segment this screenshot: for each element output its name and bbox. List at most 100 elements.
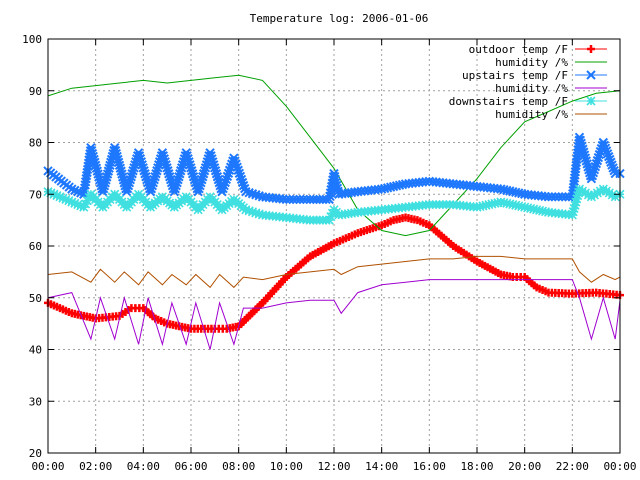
series-marker — [465, 181, 475, 191]
series-marker — [167, 200, 177, 210]
series-marker — [112, 312, 121, 321]
series-marker — [61, 194, 71, 204]
series-marker — [568, 207, 578, 217]
x-tick-label: 04:00 — [127, 460, 160, 473]
x-tick-label: 06:00 — [174, 460, 207, 473]
series-0 — [44, 213, 624, 333]
series-marker — [247, 207, 258, 217]
series-marker — [280, 275, 289, 284]
series-marker — [302, 215, 312, 225]
series-marker — [298, 194, 309, 205]
series-marker — [318, 194, 328, 205]
series-marker — [238, 203, 248, 213]
series-marker — [244, 206, 254, 216]
series-marker — [469, 202, 479, 212]
series-4 — [43, 184, 625, 225]
series-marker — [595, 186, 605, 196]
series-marker — [441, 178, 452, 188]
series-marker — [560, 192, 571, 202]
data-point — [79, 202, 89, 212]
series-marker — [73, 200, 83, 210]
series-line — [47, 279, 621, 350]
series-marker — [254, 209, 264, 219]
series-marker — [445, 200, 455, 210]
series-marker — [600, 143, 611, 153]
series-marker — [251, 208, 261, 218]
x-tick-label: 14:00 — [365, 460, 398, 473]
series-marker — [570, 200, 580, 210]
series-marker — [160, 318, 169, 327]
series-marker — [554, 192, 564, 202]
series-marker — [505, 272, 514, 281]
series-marker — [303, 254, 312, 263]
series-marker — [331, 207, 341, 217]
chart-title: Temperature log: 2006-01-06 — [250, 12, 429, 25]
legend-marker — [587, 45, 595, 53]
series-marker — [327, 208, 337, 218]
series-marker — [46, 188, 56, 198]
series-marker — [346, 187, 357, 198]
series-marker — [541, 287, 550, 296]
series-marker — [609, 166, 619, 176]
series-marker — [135, 304, 144, 313]
legend-marker — [586, 96, 596, 106]
series-marker — [564, 289, 573, 298]
series-marker — [517, 201, 527, 212]
y-tick-label: 50 — [29, 292, 42, 305]
series-marker — [226, 196, 237, 207]
series-3 — [47, 279, 621, 350]
series-marker — [191, 202, 201, 212]
series-2 — [43, 132, 625, 205]
series-marker — [64, 182, 74, 192]
series-marker — [291, 194, 302, 205]
legend-label: humidity /% — [495, 82, 568, 95]
series-marker — [95, 200, 105, 210]
series-marker — [350, 208, 360, 218]
series-marker — [607, 160, 617, 170]
series-marker — [571, 197, 581, 207]
series-marker — [82, 196, 92, 206]
legend-label: humidity /% — [495, 56, 568, 69]
series-marker — [572, 194, 582, 204]
series-marker — [374, 222, 383, 231]
series-marker — [58, 193, 68, 203]
series-marker — [550, 192, 561, 202]
series-marker — [119, 200, 129, 210]
series-marker — [599, 140, 610, 151]
series-marker — [493, 198, 503, 208]
series-marker — [540, 207, 551, 217]
y-tick-label: 20 — [29, 447, 42, 460]
series-marker — [386, 217, 395, 226]
series-marker — [607, 190, 617, 200]
series-marker — [64, 307, 73, 316]
series-marker — [215, 202, 225, 212]
series-marker — [278, 212, 288, 222]
x-tick-label: 02:00 — [79, 460, 112, 473]
series-marker — [326, 212, 336, 222]
series-marker — [588, 288, 597, 297]
series-marker — [557, 192, 567, 202]
axis-ticks: 20 30 40 50 60 70 80 90 100 00:00 02:00 04:00 06:00 0… — [22, 33, 636, 473]
series-marker — [606, 157, 616, 167]
series-marker — [285, 194, 295, 205]
legend-marker — [586, 70, 596, 80]
series-marker — [373, 205, 383, 215]
series-marker — [70, 198, 80, 208]
series-line — [47, 255, 621, 289]
series-marker — [601, 146, 612, 156]
series-line — [47, 74, 621, 237]
x-tick-label: 08:00 — [222, 460, 255, 473]
series-marker — [143, 200, 153, 210]
x-tick-label: 20:00 — [508, 460, 541, 473]
series-marker — [417, 177, 428, 187]
series-marker — [583, 190, 593, 200]
series-marker — [394, 180, 405, 190]
legend-label: outdoor temp /F — [469, 43, 568, 56]
x-tick-label: 22:00 — [556, 460, 589, 473]
legend-label: upstairs temp /F — [462, 69, 568, 82]
series-marker — [107, 192, 117, 202]
series-marker — [569, 203, 579, 214]
legend-label: downstairs temp /F — [449, 95, 568, 108]
